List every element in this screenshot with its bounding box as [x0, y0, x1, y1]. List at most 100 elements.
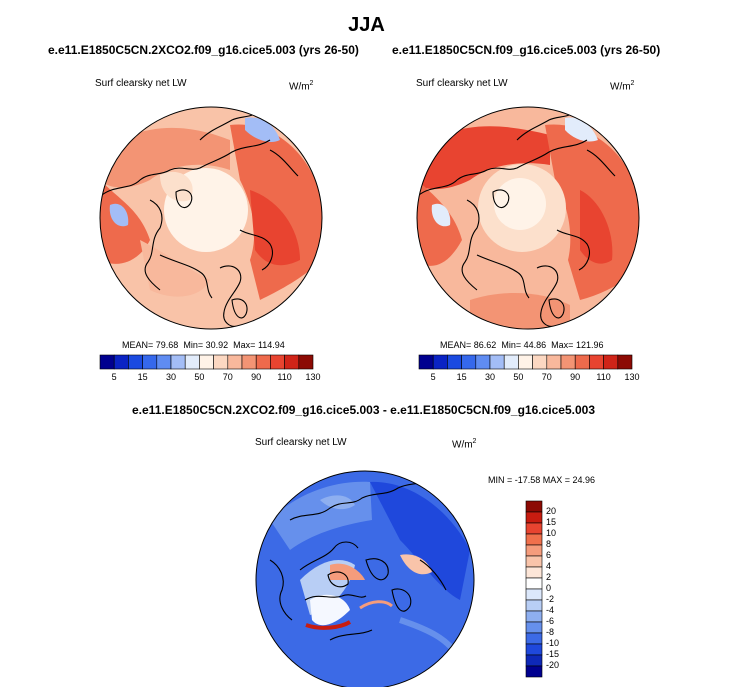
panel-2-colorbar-tick-label: 110 — [596, 372, 611, 382]
diff-colorbar-swatch — [525, 621, 543, 634]
panel-2-colorbar-swatch — [432, 354, 448, 370]
panel-1-colorbar-swatch — [199, 354, 214, 370]
panel-2-colorbar-swatch — [532, 354, 548, 370]
panel-2-colorbar-tick-label: 30 — [484, 372, 496, 382]
diff-coastlines — [269, 477, 447, 641]
diff-colorbar-swatch — [525, 511, 543, 524]
diff-colorbar-swatch — [525, 500, 543, 513]
panel-2-colorbar-swatch — [447, 354, 462, 370]
diff-title: e.e11.E1850C5CN.2XCO2.f09_g16.cice5.003 … — [132, 403, 595, 417]
panel-2-colorbar-labels: 5 15 30 50 70 90 110 130 — [419, 372, 640, 384]
panel-1-units: W/m2 — [289, 80, 314, 93]
panel-1-colorbar-swatch — [113, 354, 129, 370]
panel-1-variable: Surf clearsky net LW — [95, 78, 187, 89]
panel-2-colorbar-swatch — [518, 354, 533, 370]
panel-2-colorbar-swatch — [617, 354, 633, 370]
diff-colorbar-swatch — [525, 588, 543, 601]
diff-colorbar-tick-label: 10 — [546, 528, 557, 538]
panel-1-colorbar-tick-label: 110 — [277, 372, 292, 382]
panel-1-colorbar-labels: 5 15 30 50 70 90 110 130 — [100, 372, 321, 384]
diff-units: W/m2 — [452, 438, 477, 451]
panel-1-stats: MEAN= 79.68 Min= 30.92 Max= 114.94 — [122, 340, 285, 350]
panel-2-colorbar-swatch — [574, 354, 590, 370]
diff-colorbar-swatch — [525, 566, 543, 579]
panel-1-colorbar-swatch — [128, 354, 143, 370]
diff-colorbar-labels: 20 15 10 8 6 4 2 0 -2 -4 -6 -8 -10 -15 -20 — [546, 501, 576, 677]
diff-colorbar-swatch — [525, 599, 543, 612]
panel-1-colorbar-swatch — [298, 354, 314, 370]
diff-colorbar-tick-label: -10 — [546, 638, 560, 648]
panel-2-units: W/m2 — [610, 80, 635, 93]
panel-1-colorbar-tick-label: 5 — [111, 372, 117, 382]
panel-1-colorbar-swatch — [170, 354, 186, 370]
panel-1-colorbar-swatch — [184, 354, 200, 370]
panel-2-colorbar-swatch — [589, 354, 604, 370]
panel-2-colorbar-swatch — [603, 354, 619, 370]
panel-2-title: e.e11.E1850C5CN.f09_g16.cice5.003 (yrs 2… — [392, 43, 661, 57]
panel-2-map-border — [416, 106, 640, 330]
diff-colorbar-tick-label: 20 — [546, 506, 557, 516]
diff-colorbar-swatch — [525, 522, 543, 535]
panel-1-colorbar-swatch — [142, 354, 158, 370]
diff-colorbar-tick-label: 6 — [546, 550, 552, 560]
diff-colorbar-tick-label: 0 — [546, 583, 552, 593]
panel-1-colorbar-swatch — [156, 354, 172, 370]
panel-2-colorbar-swatch — [418, 354, 434, 370]
diff-colorbar — [525, 500, 543, 678]
diff-colorbar-swatch — [525, 632, 543, 645]
diff-colorbar-tick-label: -8 — [546, 627, 555, 637]
panel-2-coastlines — [418, 111, 616, 327]
panel-1-colorbar-tick-label: 30 — [165, 372, 177, 382]
diff-colorbar-tick-label: -2 — [546, 594, 555, 604]
panel-2-colorbar-swatch — [560, 354, 576, 370]
diff-colorbar-tick-label: -15 — [546, 649, 560, 659]
panel-2-colorbar-swatch — [475, 354, 491, 370]
panel-2-colorbar-tick-label: 50 — [513, 372, 524, 382]
panel-2-colorbar-swatch — [503, 354, 519, 370]
panel-1-colorbar-swatch — [227, 354, 243, 370]
panel-2-colorbar-swatch — [546, 354, 562, 370]
panel-1-colorbar-tick-label: 50 — [194, 372, 205, 382]
panel-2-stats: MEAN= 86.62 Min= 44.86 Max= 121.96 — [440, 340, 604, 350]
diff-colorbar-tick-label: 2 — [546, 572, 552, 582]
panel-1-title: e.e11.E1850C5CN.2XCO2.f09_g16.cice5.003 … — [48, 43, 359, 57]
diff-colorbar-swatch — [525, 643, 543, 656]
panel-1-map-border — [99, 106, 323, 330]
diff-colorbar-tick-label: -20 — [546, 660, 560, 670]
panel-1-colorbar-swatch — [284, 354, 300, 370]
diff-colorbar-swatch — [525, 577, 543, 590]
panel-2-colorbar-tick-label: 5 — [430, 372, 436, 382]
panel-1-field — [100, 107, 322, 329]
panel-1-colorbar-tick-label: 15 — [137, 372, 148, 382]
diff-colorbar-tick-label: -4 — [546, 605, 555, 615]
panel-1-colorbar-tick-label: 70 — [222, 372, 233, 382]
panel-1-colorbar-tick-label: 90 — [251, 372, 262, 382]
diff-colorbar-tick-label: 15 — [546, 517, 557, 527]
diff-colorbar-tick-label: 4 — [546, 561, 552, 571]
panel-2-colorbar-tick-label: 130 — [624, 372, 640, 382]
panel-1-colorbar-tick-label: 130 — [305, 372, 321, 382]
panel-1-coastlines — [101, 111, 299, 327]
panel-2-colorbar-swatch — [489, 354, 505, 370]
diff-colorbar-tick-label: -6 — [546, 616, 555, 626]
main-title: JJA — [348, 14, 385, 36]
diff-stats: MIN = -17.58 MAX = 24.96 — [488, 475, 596, 485]
panel-2-colorbar-tick-label: 90 — [570, 372, 581, 382]
diff-colorbar-swatch — [525, 555, 543, 568]
diff-variable: Surf clearsky net LW — [255, 437, 347, 448]
diff-colorbar-swatch — [525, 544, 543, 557]
panel-1-colorbar-swatch — [213, 354, 229, 370]
diff-colorbar-swatch — [525, 533, 543, 546]
diff-colorbar-tick-label: 8 — [546, 539, 552, 549]
panel-2-colorbar — [418, 354, 633, 370]
panel-2-colorbar-tick-label: 70 — [541, 372, 552, 382]
diff-field — [256, 471, 474, 687]
panel-1-colorbar-swatch — [241, 354, 257, 370]
panel-2-variable: Surf clearsky net LW — [416, 78, 508, 89]
panel-1-colorbar-swatch — [99, 354, 115, 370]
panel-1-colorbar — [99, 354, 314, 370]
diff-map-border — [255, 470, 475, 687]
diff-colorbar-swatch — [525, 665, 543, 678]
diff-colorbar-swatch — [525, 610, 543, 623]
